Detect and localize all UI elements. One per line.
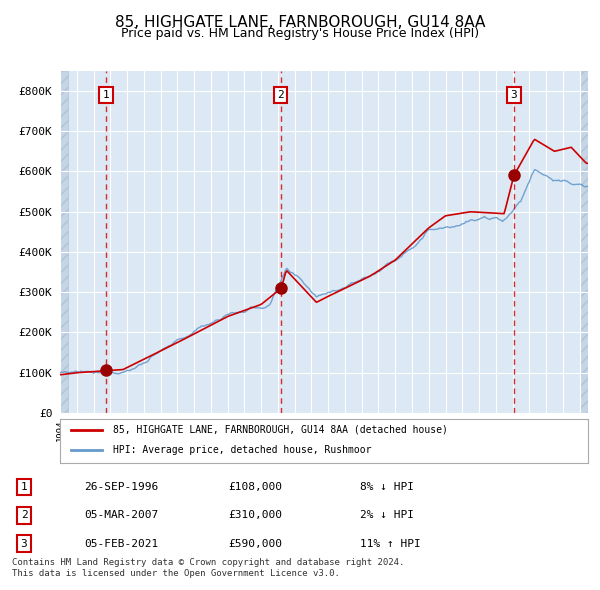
Text: 85, HIGHGATE LANE, FARNBOROUGH, GU14 8AA (detached house): 85, HIGHGATE LANE, FARNBOROUGH, GU14 8AA…	[113, 425, 448, 435]
Text: 1: 1	[103, 90, 109, 100]
Text: £590,000: £590,000	[228, 539, 282, 549]
Text: £310,000: £310,000	[228, 510, 282, 520]
Text: 2: 2	[277, 90, 284, 100]
Text: 11% ↑ HPI: 11% ↑ HPI	[360, 539, 421, 549]
Text: HPI: Average price, detached house, Rushmoor: HPI: Average price, detached house, Rush…	[113, 445, 371, 455]
Text: 2: 2	[20, 510, 28, 520]
Text: 2% ↓ HPI: 2% ↓ HPI	[360, 510, 414, 520]
Text: 1: 1	[20, 482, 28, 492]
Text: 05-FEB-2021: 05-FEB-2021	[84, 539, 158, 549]
Text: 85, HIGHGATE LANE, FARNBOROUGH, GU14 8AA: 85, HIGHGATE LANE, FARNBOROUGH, GU14 8AA	[115, 15, 485, 30]
Text: 3: 3	[20, 539, 28, 549]
Text: Contains HM Land Registry data © Crown copyright and database right 2024.
This d: Contains HM Land Registry data © Crown c…	[12, 558, 404, 578]
Text: Price paid vs. HM Land Registry's House Price Index (HPI): Price paid vs. HM Land Registry's House …	[121, 27, 479, 40]
Bar	[580, 71, 596, 413]
Text: 05-MAR-2007: 05-MAR-2007	[84, 510, 158, 520]
Text: 8% ↓ HPI: 8% ↓ HPI	[360, 482, 414, 492]
Text: 26-SEP-1996: 26-SEP-1996	[84, 482, 158, 492]
Text: 3: 3	[511, 90, 517, 100]
Text: £108,000: £108,000	[228, 482, 282, 492]
Bar	[60, 71, 68, 413]
